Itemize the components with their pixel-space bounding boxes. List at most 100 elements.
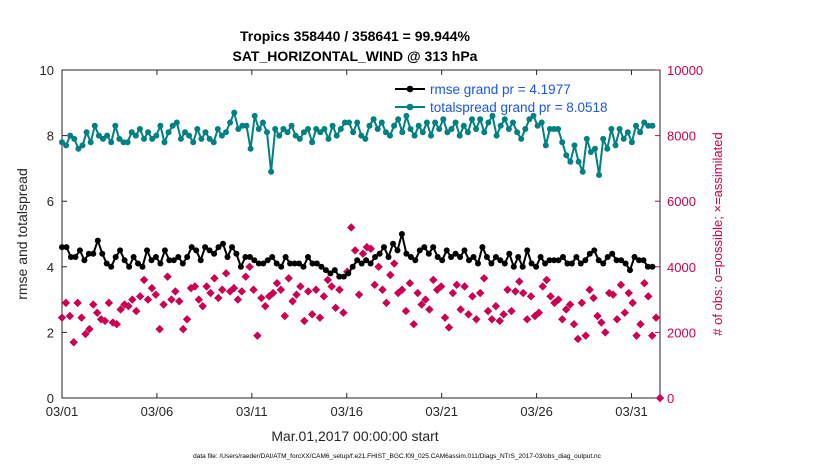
chart-title: Tropics 358440 / 358641 = 99.944% — [240, 28, 471, 44]
obs-possible-point — [178, 324, 188, 334]
totalspread-point — [325, 135, 332, 142]
rmse-point — [76, 247, 83, 254]
obs-possible-point — [206, 288, 215, 298]
totalspread-point — [132, 132, 139, 139]
totalspread-point — [436, 126, 443, 132]
obs-possible-point — [503, 285, 512, 294]
obs-possible-point — [124, 301, 133, 311]
totalspread-point — [358, 132, 365, 139]
totalspread-point — [182, 129, 188, 136]
rmse-point — [179, 260, 186, 267]
obs-possible-point — [190, 282, 200, 291]
rmse-point — [649, 263, 656, 270]
totalspread-point — [645, 122, 652, 129]
legend: rmse grand pr = 4.1977 totalspread grand… — [395, 82, 608, 115]
rmse-point — [600, 260, 607, 267]
totalspread-point — [555, 126, 562, 132]
obs-possible-point — [515, 277, 524, 286]
rmse-point — [398, 231, 405, 237]
obs-possible-point — [460, 282, 469, 291]
rmse-point — [542, 260, 549, 267]
totalspread-point — [116, 135, 123, 142]
rmse-point — [220, 240, 226, 247]
obs-possible-point — [483, 306, 493, 316]
obs-possible-point — [155, 324, 164, 334]
obs-possible-point — [249, 285, 258, 294]
data-file-footer: data file: /Users/raeder/DAI/ATM_forcXX/… — [193, 453, 602, 460]
totalspread-point — [264, 129, 270, 136]
totalspread-point — [604, 145, 611, 152]
rmse-point — [117, 247, 124, 254]
obs-possible-point — [147, 283, 157, 293]
rmse-point — [501, 260, 508, 267]
obs-possible-point — [401, 306, 411, 316]
rmse-point — [537, 254, 544, 260]
totalspread-point — [354, 119, 361, 126]
rmse-point — [367, 260, 374, 267]
totalspread-point — [350, 129, 357, 136]
rmse-point — [296, 260, 303, 267]
rmse-point — [318, 263, 325, 270]
totalspread-point — [432, 119, 439, 126]
totalspread-point — [641, 119, 648, 126]
rmse-point — [515, 254, 522, 260]
obs-possible-point — [214, 293, 223, 303]
totalspread-point — [485, 119, 492, 126]
y2-tick-label: 0 — [667, 391, 674, 406]
totalspread-point — [583, 135, 590, 142]
rmse-point — [510, 263, 517, 270]
obs-possible-point — [276, 285, 286, 294]
obs-possible-point — [597, 318, 606, 327]
totalspread-point — [333, 132, 340, 139]
totalspread-point — [186, 132, 193, 139]
obs-possible-point — [65, 311, 75, 321]
totalspread-point — [620, 135, 627, 142]
totalspread-point — [243, 122, 250, 129]
obs-possible-point — [89, 300, 98, 309]
obs-possible-point — [448, 288, 458, 298]
totalspread-point — [190, 139, 197, 146]
totalspread-point — [395, 116, 402, 123]
obs-possible-point — [284, 274, 293, 283]
rmse-point — [331, 267, 338, 274]
obs-possible-point — [128, 295, 137, 304]
obs-possible-point — [331, 303, 340, 312]
totalspread-point — [337, 126, 344, 132]
obs-possible-point — [335, 285, 344, 294]
rmse-point — [322, 267, 329, 274]
obs-possible-point — [651, 313, 661, 322]
obs-possible-point — [339, 308, 348, 317]
obs-possible-point — [268, 288, 278, 298]
obs-possible-point — [229, 283, 239, 293]
obs-possible-point — [315, 313, 325, 322]
obs-possible-point — [452, 280, 461, 290]
totalspread-point — [149, 135, 156, 142]
obs-possible-point — [296, 282, 305, 291]
rmse-point — [497, 257, 504, 264]
obs-possible-point — [546, 292, 555, 301]
rmse-point — [202, 244, 209, 251]
rmse-point — [313, 260, 320, 267]
rmse-point — [305, 254, 311, 260]
obs-possible-point — [593, 311, 602, 321]
totalspread-point — [309, 139, 316, 146]
totalspread-point — [460, 122, 467, 129]
obs-possible-point — [233, 295, 243, 304]
totalspread-point — [567, 158, 574, 165]
x-tick-label: 03/26 — [520, 404, 553, 419]
totalspread-point — [452, 119, 459, 126]
obs-possible-point — [476, 288, 485, 298]
rmse-point — [403, 250, 410, 257]
obs-possible-point — [245, 262, 254, 271]
totalspread-point — [268, 168, 275, 175]
totalspread-point — [587, 149, 594, 155]
rmse-point — [309, 260, 316, 267]
totalspread-point — [407, 126, 414, 132]
obs-possible-point — [92, 308, 102, 317]
rmse-point — [269, 254, 276, 260]
totalspread-point — [448, 126, 455, 132]
obs-possible-point — [526, 292, 536, 301]
totalspread-point — [67, 132, 74, 139]
obs-possible-point — [468, 292, 477, 301]
obs-possible-point — [632, 331, 641, 340]
